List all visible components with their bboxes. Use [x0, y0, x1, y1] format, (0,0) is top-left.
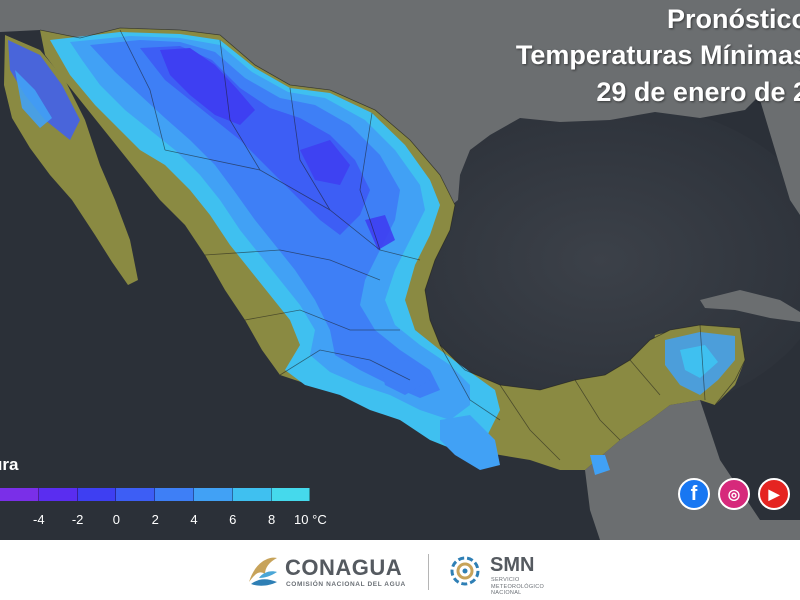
conagua-logo-icon	[249, 557, 277, 586]
state-borders	[119, 29, 706, 461]
legend-swatch-5	[193, 488, 233, 501]
legend-tick: 0	[112, 512, 121, 527]
legend-color-bar	[0, 488, 311, 501]
youtube-icon[interactable]: ▶	[758, 478, 790, 510]
map-title-line-1: Pronóstico	[666, 4, 800, 34]
instagram-icon[interactable]: ◎	[718, 478, 750, 510]
legend-swatch-1	[38, 488, 78, 501]
legend-swatch-7	[271, 488, 311, 501]
legend-tick: 8	[267, 512, 276, 527]
legend-tick: 10 °C	[294, 512, 327, 527]
conagua-name: CONAGUA	[285, 555, 403, 580]
map-title-line-2: Temperaturas Mínimas	[515, 40, 800, 70]
forecast-map: Pronóstico Temperaturas Mínimas 29 de en…	[0, 0, 800, 540]
legend-tick: 2	[151, 512, 159, 527]
map-title-line-3: 29 de enero de 2	[596, 77, 800, 107]
central-america-landmass	[585, 400, 800, 540]
legend-swatch-2	[77, 488, 117, 501]
legend-tick-labels: -4 -2 0 2 4 6 8 10 °C	[0, 512, 327, 530]
florida-landmass	[730, 70, 800, 215]
conagua-subtitle: COMISIÓN NACIONAL DEL AGUA	[286, 581, 406, 588]
cold-zone-minus2-0	[160, 48, 255, 125]
smn-logo-icon	[450, 556, 480, 586]
mexico-map	[0, 0, 800, 540]
usa-landmass	[0, 0, 800, 205]
cuba-landmass	[700, 290, 800, 322]
legend-swatch-0	[0, 488, 39, 501]
facebook-icon[interactable]: f	[678, 478, 710, 510]
footer-divider	[428, 554, 429, 590]
legend-tick: -4	[33, 512, 45, 527]
smn-name: SMN	[490, 554, 535, 576]
cold-zone-2-4	[90, 40, 440, 398]
legend-tick: 6	[229, 512, 237, 527]
social-links: f ◎ ▶	[678, 478, 790, 510]
legend-tick: -2	[71, 512, 84, 527]
legend-swatch-6	[232, 488, 272, 501]
legend-swatch-4	[155, 488, 194, 501]
legend-title: ura	[0, 455, 19, 474]
legend-tick: 4	[190, 512, 198, 527]
legend-swatch-3	[116, 488, 156, 501]
smn-subtitle: SERVICIO METEOROLÓGICO NACIONAL	[491, 577, 545, 596]
footer: CONAGUA COMISIÓN NACIONAL DEL AGUA SMN S…	[0, 540, 800, 600]
